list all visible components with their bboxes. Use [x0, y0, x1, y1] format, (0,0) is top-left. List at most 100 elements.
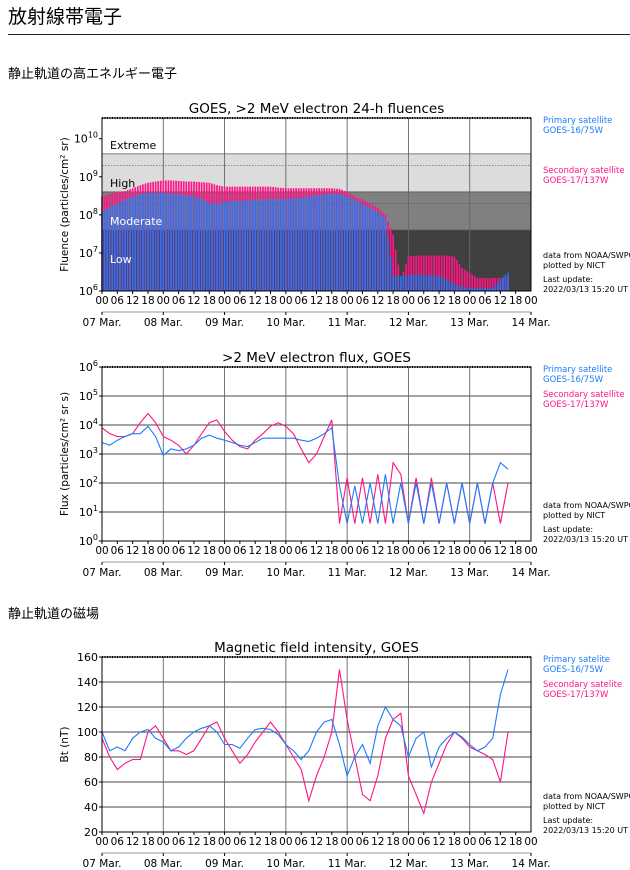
fluence-bar-primary [331, 193, 333, 291]
x-tick-label: 18 [448, 295, 461, 307]
fluence-bar-primary [152, 192, 154, 291]
fluence-bar-secondary [410, 256, 412, 291]
x-tick-label: 06 [356, 295, 370, 307]
fluence-bar-primary [443, 278, 446, 291]
fluence-bar-primary [504, 275, 507, 291]
last-update-value: 2022/03/13 15:20 UT [543, 826, 628, 835]
fluence-bar-primary [448, 281, 451, 291]
fluence-bar-secondary [430, 255, 433, 291]
magnetic-field-chart: Magnetic field intensity, GOES 20 40 60 80 10… [59, 640, 630, 870]
fluence-bar-primary [397, 275, 400, 291]
fluence-bar-secondary [479, 277, 481, 291]
fluence-bar-primary [116, 203, 119, 291]
fluence-bar-primary [451, 282, 453, 291]
fluence-bar-primary [348, 197, 351, 291]
fluence-bar-secondary [458, 264, 461, 291]
fluence-bar-primary [308, 196, 310, 291]
fluence-bar-secondary [407, 256, 410, 291]
fluence-bar-primary [361, 203, 364, 291]
fluence-bar-primary [147, 192, 149, 291]
fluence-bar-primary [425, 275, 428, 291]
date-label: 13 Mar. [450, 567, 489, 579]
fluence-bar-primary [129, 197, 131, 291]
fluence-bar-primary [415, 274, 417, 291]
x-tick-label: 12 [126, 836, 139, 848]
series-line-primary [101, 425, 509, 524]
date-label: 14 Mar. [512, 317, 551, 329]
fluence-bar-primary [420, 274, 423, 291]
date-label: 08 Mar. [144, 858, 183, 870]
x-tick-label: 12 [432, 836, 445, 848]
fluence-bar-primary [272, 199, 274, 291]
fluence-bar-primary [213, 203, 216, 291]
fluence-bar-primary [216, 203, 218, 291]
fluence-bar-primary [491, 287, 494, 291]
x-tick-label: 12 [187, 295, 200, 307]
fluence-bar-primary [325, 194, 328, 291]
fluence-bar-primary [422, 275, 425, 291]
fluence-bar-primary [497, 282, 499, 291]
y-tick-label: 106 [79, 359, 98, 374]
fluence-bar-primary [407, 275, 410, 291]
fluence-bar-primary [379, 214, 382, 291]
fluence-bar-primary [366, 206, 369, 291]
x-tick-label: 12 [126, 545, 139, 557]
fluence-bar-primary [267, 199, 269, 291]
x-tick-label: 12 [249, 295, 262, 307]
date-label: 12 Mar. [389, 858, 428, 870]
fluence-bar-primary [154, 192, 157, 291]
fluence-bar-secondary [443, 255, 446, 291]
fluence-bar-secondary [481, 277, 484, 291]
legend-secondary-satellite: GOES-17/137W [543, 690, 609, 700]
fluence-bar-primary [405, 275, 407, 291]
fluence-bar-primary [502, 277, 504, 291]
fluence-bar-primary [313, 195, 315, 291]
fluence-bar-primary [328, 193, 331, 291]
y-tick-label: 60 [84, 776, 98, 789]
fluence-bar-secondary [415, 255, 417, 291]
fluence-bar-primary [402, 275, 405, 291]
last-update-value: 2022/03/13 15:20 UT [543, 535, 628, 544]
x-tick-label: 18 [325, 295, 338, 307]
fluence-bar-primary [333, 193, 336, 291]
fluence-bar-primary [239, 201, 241, 291]
fluence-bar-primary [417, 274, 420, 291]
fluence-bar-primary [310, 196, 313, 291]
date-label: 12 Mar. [389, 567, 428, 579]
fluence-bar-primary [228, 201, 231, 291]
fluence-bar-primary [356, 201, 359, 291]
fluence-bar-primary [282, 199, 285, 291]
x-tick-label: 00 [218, 836, 231, 848]
date-label: 10 Mar. [266, 858, 305, 870]
last-update-value: 2022/03/13 15:20 UT [543, 285, 628, 294]
x-tick-label: 12 [371, 295, 384, 307]
fluence-bar-primary [241, 200, 244, 291]
fluence-bar-primary [463, 287, 466, 291]
fluence-bar-primary [136, 194, 139, 291]
x-tick-label: 00 [218, 295, 231, 307]
x-tick-label: 06 [233, 545, 247, 557]
credit-plotter: plotted by NICT [543, 802, 605, 811]
x-tick-label: 00 [279, 836, 292, 848]
fluence-bar-primary [279, 199, 282, 291]
fluence-bar-primary [190, 196, 193, 291]
fluence-bar-secondary [420, 255, 423, 291]
x-tick-label: 12 [432, 545, 445, 557]
x-tick-label: 12 [310, 545, 323, 557]
x-tick-label: 18 [141, 295, 154, 307]
x-tick-label: 06 [172, 836, 186, 848]
date-label: 10 Mar. [266, 567, 305, 579]
credit-plotter: plotted by NICT [543, 511, 605, 520]
x-tick-label: 06 [294, 545, 308, 557]
fluence-bar-primary [188, 195, 190, 291]
date-label: 07 Mar. [83, 858, 122, 870]
fluence-bar-secondary [422, 255, 425, 291]
x-tick-label: 00 [340, 545, 353, 557]
date-label: 09 Mar. [205, 858, 244, 870]
fluence-bar-primary [453, 284, 456, 291]
fluence-bar-primary [499, 279, 502, 291]
fluence-bar-primary [203, 200, 206, 291]
fluence-bar-primary [300, 197, 303, 291]
fluence-bar-primary [226, 201, 229, 291]
fluence-bar-primary [399, 275, 402, 291]
